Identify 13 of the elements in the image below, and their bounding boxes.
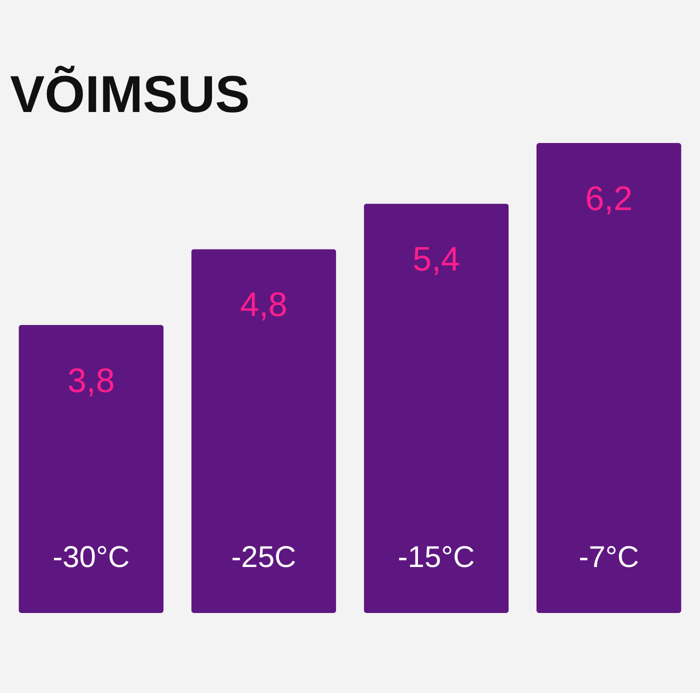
- data-label: 6,2: [585, 180, 633, 218]
- x-tick-label: -15°C: [398, 541, 475, 574]
- data-label: 3,8: [67, 362, 115, 400]
- x-tick-label: -7°C: [578, 541, 640, 574]
- bar: [18, 324, 164, 613]
- x-tick-label: -30°C: [52, 541, 130, 574]
- bar: [364, 204, 509, 613]
- data-label: 4,8: [240, 286, 288, 324]
- x-tick-label: -25C: [231, 541, 296, 574]
- bar: [191, 249, 336, 613]
- data-label: 5,4: [412, 240, 460, 279]
- chart-title: VÕIMSUS: [10, 65, 250, 124]
- bar: [536, 143, 682, 613]
